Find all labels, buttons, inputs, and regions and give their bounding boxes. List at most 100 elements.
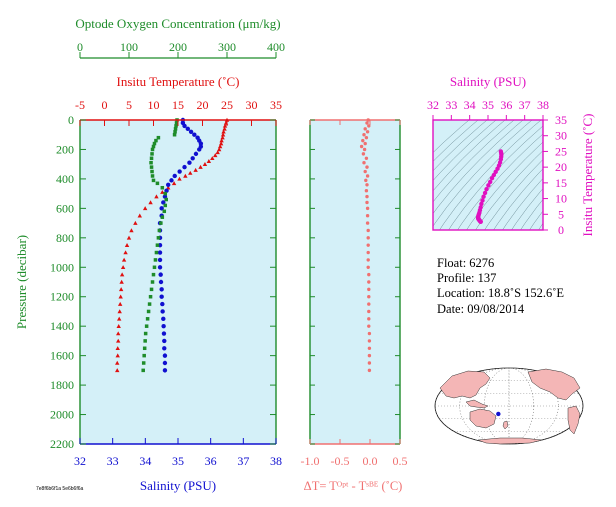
temperature-tick-label: 5 [126, 98, 132, 112]
pressure-tick-label: 800 [56, 231, 74, 245]
ts-data-point [479, 201, 484, 207]
salinity-data-point [188, 129, 194, 134]
delta-data-point [364, 178, 368, 183]
temperature-data-point [160, 189, 165, 194]
delta-data-point [364, 156, 369, 160]
float-location-marker [496, 411, 501, 417]
ts-x-tick-label: 32 [427, 98, 439, 112]
oxygen-data-point [144, 324, 149, 328]
delta-data-point [359, 144, 364, 149]
pressure-tick-label: 1400 [50, 319, 74, 333]
oxygen-data-point [155, 181, 160, 186]
delta-data-point [365, 221, 370, 225]
oxygen-data-point [163, 203, 168, 208]
temperature-data-point [215, 150, 220, 155]
temperature-data-point [198, 164, 203, 169]
ts-y-tick-label: 0 [558, 223, 564, 237]
delta-data-point [365, 130, 370, 134]
salinity-data-point [164, 188, 169, 193]
delta-data-point [367, 272, 371, 277]
salinity-data-point [193, 151, 199, 157]
oxygen-tick-label: 0 [77, 40, 83, 54]
salinity-data-point [162, 353, 168, 358]
temperature-data-point [115, 346, 120, 351]
oxygen-data-point [149, 156, 154, 161]
ts-data-point [488, 179, 493, 185]
delta-data-point [362, 133, 366, 137]
ts-density-contour [433, 120, 470, 153]
temperature-data-point [119, 272, 125, 277]
salinity-data-point [159, 287, 164, 292]
ts-data-point [480, 198, 485, 203]
delta-tick-label: -1.0 [301, 454, 320, 468]
temperature-data-point [206, 159, 212, 163]
ts-density-contour [433, 120, 515, 203]
salinity-data-point [187, 160, 192, 165]
delta-data-point [367, 295, 371, 299]
oxygen-data-point [152, 265, 157, 270]
oxygen-data-point [145, 317, 150, 321]
oxygen-data-point [151, 144, 156, 149]
map-land-south-america [567, 405, 581, 435]
temperature-data-point [129, 228, 134, 233]
map-land-antarctica [477, 437, 543, 445]
oxygen-axis-label: Optode Oxygen Concentration (μm/kg) [75, 16, 280, 31]
ts-density-contour [475, 150, 543, 230]
ts-density-contour [502, 177, 543, 230]
salinity-tick-label: 33 [107, 454, 119, 468]
delta-data-point [365, 165, 369, 169]
salinity-data-point [197, 147, 202, 152]
temperature-data-point [220, 132, 226, 137]
ts-density-contour [520, 198, 543, 230]
salinity-data-point [162, 346, 167, 351]
temperature-data-point [126, 235, 132, 240]
salinity-data-point [185, 126, 190, 132]
delta-data-point [366, 236, 370, 240]
oxygen-data-point [160, 185, 165, 190]
ts-density-contour [439, 120, 542, 230]
pressure-tick-label: 1600 [50, 349, 74, 363]
temperature-data-point [117, 301, 123, 306]
salinity-data-point [182, 123, 187, 129]
oxygen-data-point [143, 331, 148, 336]
profile-date: Date: 09/08/2014 [437, 301, 525, 316]
delta-tick-label: -0.5 [331, 454, 350, 468]
ts-density-contour [433, 120, 479, 162]
temperature-data-point [118, 294, 123, 299]
oxygen-data-point [149, 287, 154, 292]
ts-data-point [482, 190, 488, 196]
ts-density-contour [511, 188, 543, 230]
temperature-data-point [118, 287, 124, 292]
delta-data-point [364, 188, 369, 193]
salinity-data-point [190, 156, 195, 161]
ts-y-tick-label: 20 [555, 160, 567, 174]
ts-x-tick-label: 36 [500, 98, 512, 112]
delta-plot-background [310, 120, 400, 444]
delta-t-panel: -1.0 -0.5 0.0 0.5 ΔT= Tᴼᵖᵗ - Tˢᴮᴱ (˚C) [301, 118, 408, 493]
delta-data-point [367, 368, 372, 373]
salinity-data-point [162, 338, 167, 344]
temperature-tick-label: 10 [148, 98, 160, 112]
delta-data-point [365, 194, 369, 199]
map-meridian [459, 367, 559, 445]
ts-density-contour [529, 210, 543, 230]
temperature-data-point [166, 185, 171, 190]
oxygen-data-point [155, 243, 160, 247]
salinity-axis-label: Salinity (PSU) [140, 478, 216, 493]
ts-density-contour [433, 120, 488, 172]
oxygen-data-point [143, 339, 147, 343]
oxygen-data-point [154, 138, 158, 143]
ts-density-contour [493, 168, 543, 230]
salinity-data-point [162, 360, 168, 366]
salinity-tick-label: 35 [172, 454, 184, 468]
ts-density-contours [433, 120, 543, 230]
delta-data-point [363, 141, 367, 146]
oxygen-data-point [172, 132, 177, 137]
oxygen-data-point [164, 197, 168, 202]
salinity-data-point [159, 294, 164, 299]
ts-density-contour [433, 120, 533, 227]
delta-data-point [367, 302, 371, 306]
delta-data-point [365, 174, 370, 178]
oxygen-data-point [149, 160, 153, 165]
